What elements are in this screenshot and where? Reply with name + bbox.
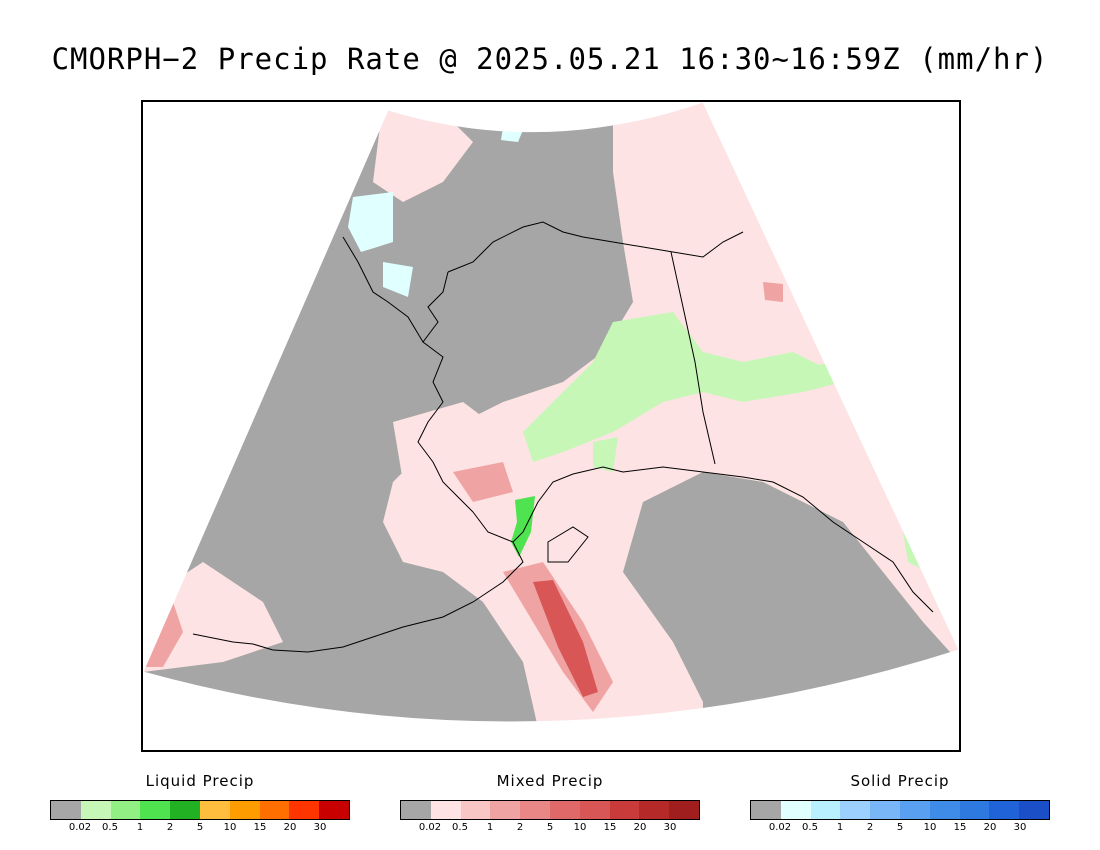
projection-domain-edge: [143, 102, 959, 723]
solid-precip-light-region-2: [383, 262, 413, 297]
legend-tick-label: 20: [633, 822, 647, 833]
legend-swatch: [520, 801, 550, 819]
legend-liquid: Liquid Precip 0.02 0.5 1 2 5 10 15 20 30: [50, 772, 350, 836]
legend-swatch: [170, 801, 200, 819]
legend-swatch: [430, 801, 461, 819]
legend-tick-label: 2: [866, 822, 874, 833]
legend-swatch: [899, 801, 930, 819]
legend-title-liquid: Liquid Precip: [145, 772, 255, 790]
legend-tick-label: 0.02: [68, 822, 92, 833]
legend-tick-label: 0.5: [102, 822, 118, 833]
alaska-north-coast: [447, 221, 744, 273]
legend-swatch: [810, 801, 841, 819]
mixed-precip-light-west: [373, 102, 473, 202]
legend-tick-label: 2: [166, 822, 174, 833]
legend-title-mixed: Mixed Precip: [496, 772, 604, 790]
legend-tick-label: 0.02: [768, 822, 792, 833]
legend-tick-label: 1: [836, 822, 844, 833]
precip-map-canvas: [143, 102, 959, 723]
legend-swatch: [669, 801, 699, 819]
legend-tick-label: 0.5: [802, 822, 818, 833]
legend-tick-label: 5: [896, 822, 904, 833]
legend-tick-label: 0.5: [452, 822, 468, 833]
legend-swatch: [929, 801, 960, 819]
legend-tick-label: 15: [603, 822, 617, 833]
liquid-precip-light-interior: [523, 312, 843, 462]
legend-tick-label: 30: [1013, 822, 1027, 833]
legend-tick-label: 0.02: [418, 822, 442, 833]
legend-tick-label: 5: [196, 822, 204, 833]
legend-swatch: [490, 801, 521, 819]
legend-swatch: [401, 801, 431, 819]
legend-swatch: [289, 801, 320, 819]
legend-solid: Solid Precip 0.02 0.5 1 2 5 10 15 20 30: [750, 772, 1050, 836]
legend-bar-liquid: [50, 800, 350, 820]
legend-tick-label: 30: [313, 822, 327, 833]
solid-precip-light-region: [348, 192, 393, 252]
legend-swatch: [780, 801, 811, 819]
legend-tick-label: 2: [516, 822, 524, 833]
legend-swatch: [870, 801, 900, 819]
legend-swatch: [51, 801, 81, 819]
legend-swatch: [460, 801, 491, 819]
legend-swatch: [110, 801, 141, 819]
legend-bar-mixed: [400, 800, 700, 820]
precip-field: [143, 102, 959, 722]
legend-swatch: [840, 801, 871, 819]
legend-swatch: [80, 801, 111, 819]
liquid-precip-light-south: [593, 437, 618, 472]
legend-tick-label: 30: [663, 822, 677, 833]
legend-swatch: [959, 801, 990, 819]
legend-swatch: [989, 801, 1020, 819]
legend-tick-label: 5: [546, 822, 554, 833]
legend-ticks-mixed: 0.02 0.5 1 2 5 10 15 20 30: [400, 822, 700, 836]
legend-tick-label: 1: [486, 822, 494, 833]
precip-map: [141, 100, 961, 752]
legend-tick-label: 1: [136, 822, 144, 833]
coastlines: [192, 221, 934, 653]
legend-swatch: [751, 801, 781, 819]
legend-tick-label: 10: [223, 822, 237, 833]
cook-inlet-coast: [512, 466, 624, 543]
legend-swatch: [579, 801, 610, 819]
legend-tick-label: 10: [923, 822, 937, 833]
legend-swatch: [609, 801, 640, 819]
canada-border: [670, 251, 716, 465]
legend-swatch: [259, 801, 290, 819]
legend-swatch: [229, 801, 260, 819]
seward-peninsula: [342, 236, 424, 343]
legend-tick-label: 20: [983, 822, 997, 833]
legend-bar-solid: [750, 800, 1050, 820]
liquid-precip-medium-cookinlet: [511, 496, 535, 557]
legend-tick-label: 10: [573, 822, 587, 833]
liquid-precip-light-east: [743, 352, 833, 392]
legend-swatch: [639, 801, 670, 819]
mixed-precip-heavy-band: [533, 580, 598, 697]
mixed-precip-medium-center: [453, 462, 513, 502]
kodiak-island: [547, 526, 589, 563]
legend-title-solid: Solid Precip: [850, 772, 950, 790]
legend-swatch: [549, 801, 580, 819]
alaska-west-coast: [417, 271, 474, 513]
gulf-of-alaska-coast: [622, 466, 934, 613]
map-title: CMORPH−2 Precip Rate @ 2025.05.21 16:30~…: [51, 42, 1049, 76]
legend-ticks-solid: 0.02 0.5 1 2 5 10 15 20 30: [750, 822, 1050, 836]
mixed-precip-medium-east: [763, 282, 783, 302]
legend-ticks-liquid: 0.02 0.5 1 2 5 10 15 20 30: [50, 822, 350, 836]
legend-swatch: [199, 801, 230, 819]
legend-swatch: [140, 801, 171, 819]
legend-tick-label: 15: [953, 822, 967, 833]
aleutian-islands: [192, 633, 274, 651]
legend-mixed: Mixed Precip 0.02 0.5 1 2 5 10 15 20 30: [400, 772, 700, 836]
legend-tick-label: 20: [283, 822, 297, 833]
legend-tick-label: 15: [253, 822, 267, 833]
legend-swatch: [1019, 801, 1049, 819]
legend-swatch: [319, 801, 349, 819]
alaska-peninsula: [272, 511, 524, 653]
